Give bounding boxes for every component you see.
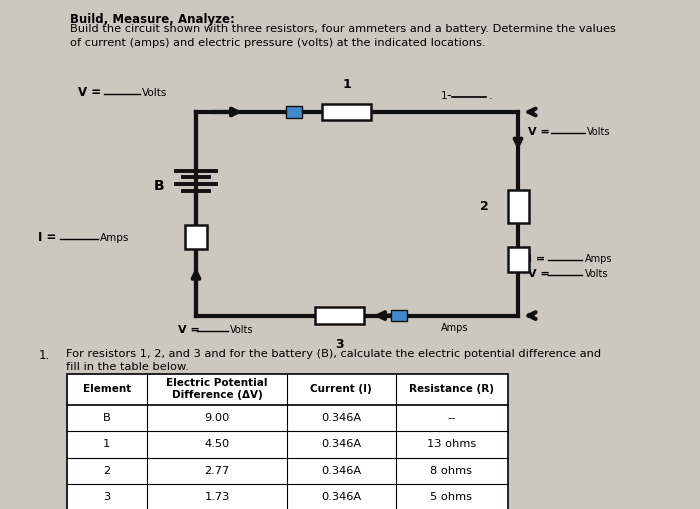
Bar bbox=[322, 104, 371, 120]
Text: 1: 1 bbox=[342, 77, 351, 91]
Text: 0.346A: 0.346A bbox=[321, 466, 361, 476]
Text: B: B bbox=[103, 413, 111, 423]
Bar bbox=[508, 247, 528, 272]
Text: 2: 2 bbox=[480, 200, 489, 213]
Text: Resistance (R): Resistance (R) bbox=[409, 384, 494, 394]
Text: 2: 2 bbox=[103, 466, 111, 476]
Text: Amps: Amps bbox=[441, 323, 468, 333]
Text: V =: V = bbox=[78, 86, 102, 99]
Text: 3: 3 bbox=[335, 338, 344, 352]
Text: For resistors 1, 2, and 3 and for the battery (B), calculate the electric potent: For resistors 1, 2, and 3 and for the ba… bbox=[66, 349, 601, 372]
Bar bbox=[286, 106, 302, 118]
Bar bbox=[315, 307, 364, 324]
Text: 0.346A: 0.346A bbox=[321, 439, 361, 449]
Text: Build, Measure, Analyze:: Build, Measure, Analyze: bbox=[70, 13, 235, 26]
Text: -: - bbox=[447, 89, 451, 102]
Text: V =: V = bbox=[178, 325, 200, 335]
Text: 1: 1 bbox=[441, 91, 447, 101]
Text: Volts: Volts bbox=[587, 127, 610, 137]
Text: 1.: 1. bbox=[38, 349, 50, 362]
Text: 4.50: 4.50 bbox=[204, 439, 230, 449]
Text: 1: 1 bbox=[103, 439, 111, 449]
Bar bbox=[508, 190, 528, 223]
Text: Element: Element bbox=[83, 384, 131, 394]
Text: I =: I = bbox=[528, 253, 545, 264]
Text: 0.346A: 0.346A bbox=[321, 492, 361, 502]
Text: 2.77: 2.77 bbox=[204, 466, 230, 476]
Text: Amps: Amps bbox=[100, 233, 130, 243]
Text: .: . bbox=[489, 91, 492, 101]
Text: 3: 3 bbox=[103, 492, 111, 502]
Text: Volts: Volts bbox=[230, 325, 253, 335]
Text: V =: V = bbox=[528, 127, 550, 137]
Text: Current (I): Current (I) bbox=[310, 384, 372, 394]
Text: --: -- bbox=[447, 413, 456, 423]
Text: 8 ohms: 8 ohms bbox=[430, 466, 473, 476]
Text: 0.346A: 0.346A bbox=[321, 413, 361, 423]
Text: Electric Potential
Difference (ΔV): Electric Potential Difference (ΔV) bbox=[167, 378, 267, 401]
Text: 5 ohms: 5 ohms bbox=[430, 492, 473, 502]
Text: V =: V = bbox=[528, 269, 550, 279]
Text: Volts: Volts bbox=[584, 269, 608, 279]
Text: 1.73: 1.73 bbox=[204, 492, 230, 502]
Text: I =: I = bbox=[38, 231, 57, 244]
Bar bbox=[185, 225, 207, 249]
Text: Build the circuit shown with three resistors, four ammeters and a battery. Deter: Build the circuit shown with three resis… bbox=[70, 24, 616, 47]
Text: Volts: Volts bbox=[142, 88, 167, 98]
Text: 13 ohms: 13 ohms bbox=[427, 439, 476, 449]
Bar bbox=[66, 374, 508, 509]
Bar bbox=[391, 310, 407, 321]
Text: 9.00: 9.00 bbox=[204, 413, 230, 423]
Text: Amps: Amps bbox=[584, 253, 612, 264]
Text: B: B bbox=[154, 179, 164, 193]
